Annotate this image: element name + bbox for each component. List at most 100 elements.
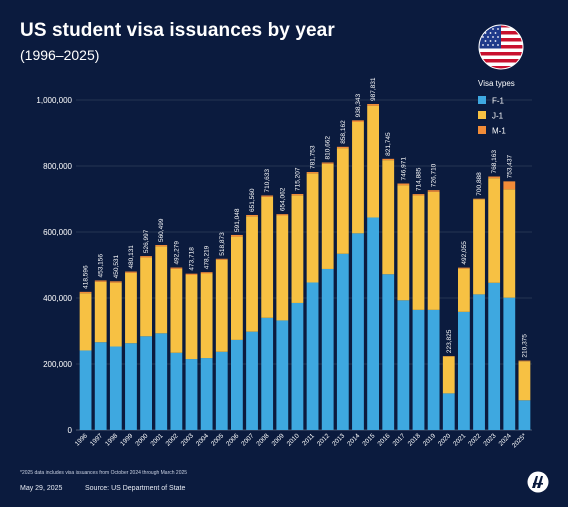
bar-segment-j-1	[457, 268, 470, 312]
bar-segment-f-1	[412, 309, 425, 430]
bar-segment-m-1	[246, 214, 258, 217]
bar-segment-j-1	[79, 293, 92, 351]
bar-total-label: 651,560	[249, 188, 256, 212]
bar-total-label: 450,531	[113, 254, 120, 278]
bar-segment-m-1	[367, 104, 380, 106]
bar-total-label: 753,437	[506, 154, 513, 178]
bar-segment-f-1	[246, 331, 258, 430]
bar-segment-m-1	[291, 193, 304, 196]
bar-segment-j-1	[109, 282, 122, 347]
x-tick-label: 2020	[437, 432, 452, 447]
bar-segment-f-1	[170, 352, 183, 430]
bar-total-label: 453,156	[98, 254, 105, 278]
chart-title: US student visa issuances by year	[20, 20, 335, 41]
bar-segment-j-1	[382, 160, 395, 275]
bar-segment-j-1	[261, 196, 274, 318]
bar-total-label: 821,745	[385, 132, 392, 156]
legend-label-m-1: M-1	[492, 127, 506, 136]
bar-segment-m-1	[397, 183, 410, 186]
y-tick-label: 400,000	[43, 294, 72, 303]
y-tick-label: 200,000	[43, 360, 72, 369]
bar-segment-j-1	[518, 361, 531, 401]
bar-segment-j-1	[306, 173, 319, 283]
bar-segment-m-1	[518, 360, 531, 362]
x-tick-label: 2022	[467, 432, 482, 447]
x-tick-label: 2018	[407, 432, 422, 447]
bar-segment-f-1	[488, 282, 501, 430]
bar-segment-m-1	[321, 162, 334, 164]
bar-segment-f-1	[185, 359, 198, 430]
x-tick-label: 2006	[225, 432, 240, 447]
x-tick-label: 1998	[104, 432, 119, 447]
y-tick-label: 0	[68, 426, 73, 435]
bar-segment-j-1	[336, 148, 349, 254]
bar-segment-m-1	[503, 181, 516, 190]
bar-total-label: 858,162	[340, 120, 347, 144]
bar-segment-m-1	[79, 291, 92, 294]
footnote: *2025 data includes visa issuances from …	[20, 470, 188, 476]
bar-segment-j-1	[94, 281, 107, 343]
legend-swatch-m-1	[478, 126, 486, 134]
bar-segment-m-1	[155, 245, 168, 247]
bar-segment-j-1	[291, 195, 304, 303]
bar-segment-f-1	[200, 358, 213, 430]
bar-segment-f-1	[94, 342, 107, 430]
bar-segment-j-1	[427, 191, 440, 310]
bar-total-label: 746,971	[400, 157, 407, 181]
x-tick-label: 2009	[271, 432, 286, 447]
x-tick-label: 2002	[165, 432, 180, 447]
bar-segment-j-1	[321, 163, 334, 269]
bar-segment-f-1	[382, 274, 395, 430]
bar-total-label: 781,753	[310, 145, 317, 169]
bar-segment-j-1	[200, 273, 213, 359]
bar-segment-f-1	[276, 320, 289, 430]
bar-segment-j-1	[246, 216, 258, 332]
y-tick-label: 1,000,000	[36, 96, 72, 105]
bar-segment-f-1	[230, 339, 243, 430]
x-tick-label: 2023	[482, 432, 497, 447]
x-tick-label: 1999	[119, 432, 134, 447]
bar-segment-j-1	[215, 259, 228, 352]
bar-total-label: 810,662	[325, 136, 332, 160]
bar-segment-f-1	[352, 233, 364, 430]
bar-total-label: 526,997	[143, 229, 150, 253]
bar-segment-f-1	[442, 393, 455, 430]
us-flag-icon	[478, 24, 524, 70]
bar-total-label: 492,055	[461, 241, 468, 265]
bar-total-label: 714,885	[416, 167, 423, 191]
bar-segment-f-1	[155, 333, 168, 430]
x-tick-label: 2010	[286, 432, 301, 447]
bar-total-label: 478,219	[204, 245, 211, 269]
x-tick-label: 2011	[301, 432, 316, 447]
x-tick-label: 2004	[195, 432, 210, 447]
bar-segment-f-1	[125, 343, 137, 430]
bar-total-label: 560,499	[158, 218, 165, 242]
bar-segment-j-1	[412, 195, 425, 310]
legend-label-f-1: F-1	[492, 97, 505, 106]
x-tick-label: 2008	[255, 432, 270, 447]
bar-segment-j-1	[488, 178, 501, 283]
bar-segment-f-1	[427, 309, 440, 430]
bar-segment-m-1	[261, 195, 274, 197]
source-note: Source: US Department of State	[85, 485, 186, 492]
legend-title: Visa types	[478, 79, 515, 88]
bar-segment-f-1	[518, 400, 531, 430]
bar-segment-m-1	[382, 158, 395, 161]
bar-segment-j-1	[140, 257, 153, 337]
bar-segment-f-1	[457, 311, 470, 430]
x-tick-label: 2012	[316, 432, 331, 447]
x-tick-label: 2000	[134, 432, 149, 447]
bar-total-label: 938,343	[355, 93, 362, 117]
stacked-bar-chart: 0 200,000 400,000 600,000 800,000 1,000,000 41…	[36, 77, 532, 449]
bar-segment-m-1	[352, 120, 364, 122]
bar-segment-m-1	[230, 234, 243, 237]
bar-segment-f-1	[140, 336, 153, 430]
bar-total-label: 223,825	[446, 329, 453, 353]
bar-segment-f-1	[503, 297, 516, 430]
x-tick-label: 2025*	[511, 432, 528, 449]
bar-segment-f-1	[261, 317, 274, 430]
bar-segment-m-1	[276, 214, 289, 216]
bar-total-label: 715,207	[294, 167, 301, 191]
bar-total-label: 987,831	[370, 77, 377, 101]
bar-segment-j-1	[155, 246, 168, 334]
